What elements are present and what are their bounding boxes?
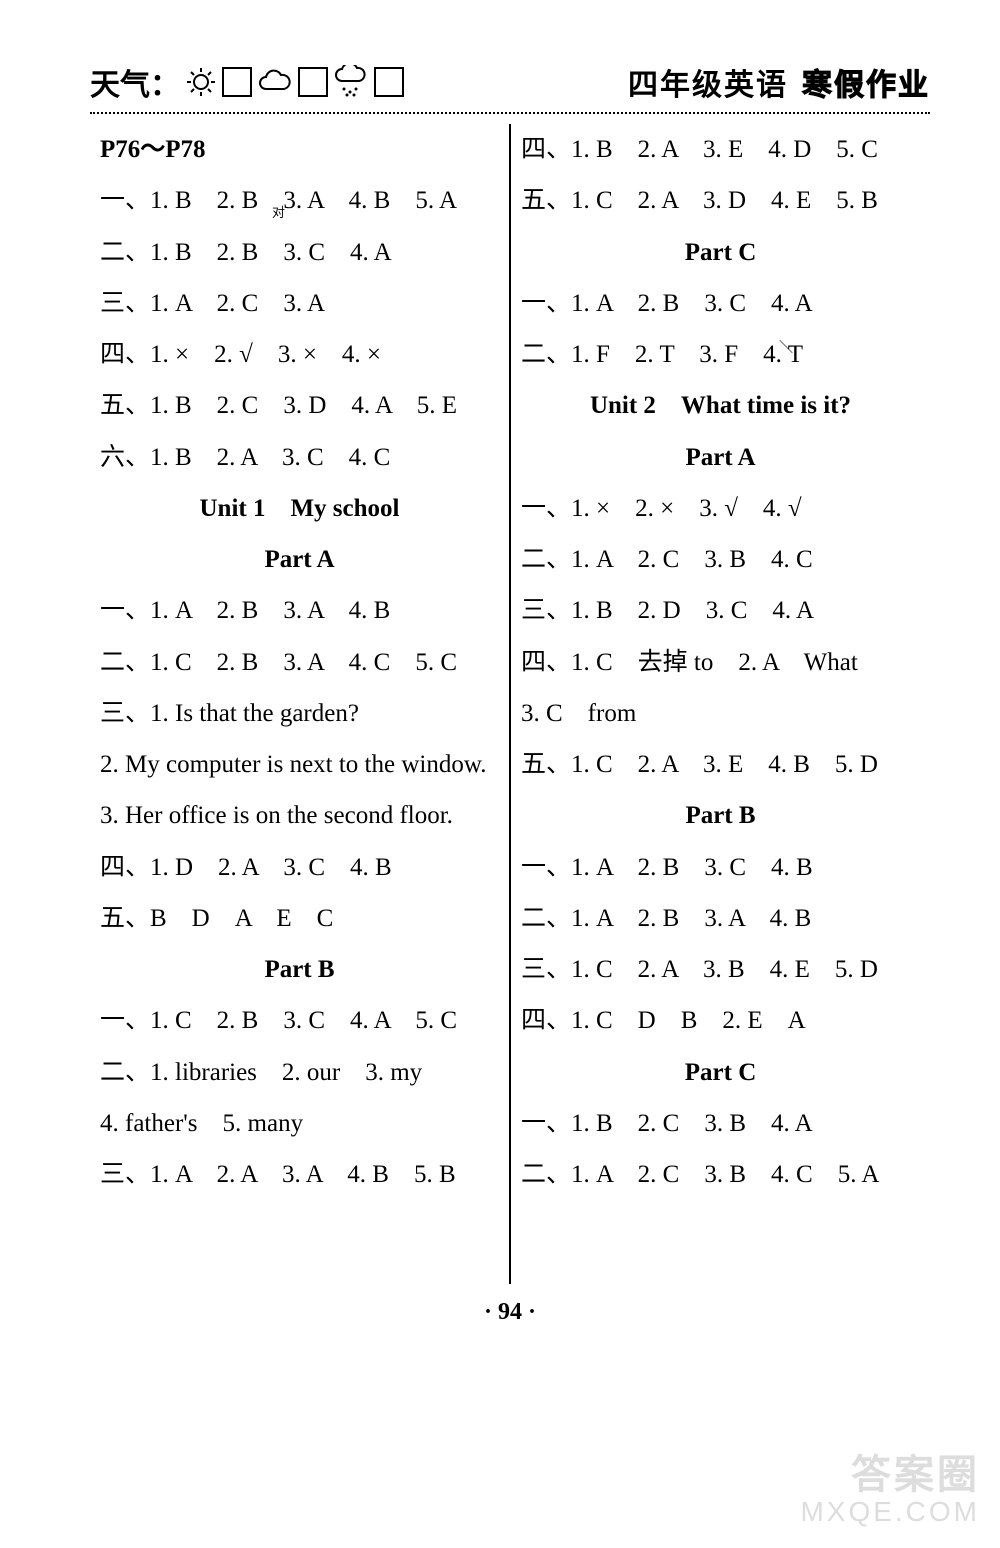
answer-line: 四、1. B 2. A 3. E 4. D 5. C [521, 124, 920, 175]
annotation-slash: ＼ [779, 335, 793, 364]
answer-line: 4. father's 5. many [100, 1098, 499, 1149]
part-heading: Part B [100, 944, 499, 995]
answer-line: 二、1. A 2. C 3. B 4. C 5. A [521, 1149, 920, 1200]
weather-row: 天气： [90, 60, 404, 104]
answer-line: 2. My computer is next to the window. [100, 739, 499, 790]
answer-line: 五、1. C 2. A 3. D 4. E 5. B [521, 175, 920, 226]
part-heading: Part A [100, 534, 499, 585]
answer-line: 一、1. C 2. B 3. C 4. A 5. C [100, 995, 499, 1046]
watermark-english: MXQE.COM [800, 1497, 980, 1528]
answer-line: 一、1. B 2. C 3. B 4. A [521, 1098, 920, 1149]
answer-line: 3. C from [521, 688, 920, 739]
answer-line: 一、1. A 2. B 3. C 4. B [521, 842, 920, 893]
answer-line: 四、1. D 2. A 3. C 4. B [100, 842, 499, 893]
answer-line: 四、1. × 2. √ 3. × 4. × [100, 329, 499, 380]
part-heading: Part B [521, 790, 920, 841]
header-divider [90, 112, 930, 114]
snow-icon [334, 65, 368, 99]
snow-checkbox[interactable] [374, 67, 404, 97]
answer-line: 一、1. A 2. B 3. A 4. B [100, 585, 499, 636]
answer-line: 一、1. B 2. B 3. A 4. B 5. A [100, 175, 499, 226]
cloud-icon [258, 67, 292, 97]
answer-line: 三、1. B 2. D 3. C 4. A [521, 585, 920, 636]
content-columns: P76～P78 一、1. B 2. B 3. A 4. B 5. A 对 二、1… [90, 124, 930, 1284]
annotation-note: 对 [272, 211, 285, 215]
answer-line: 五、1. B 2. C 3. D 4. A 5. E [100, 380, 499, 431]
page: 天气： 四年级英语 寒假作业 [0, 0, 1000, 1548]
answer-line: 六、1. B 2. A 3. C 4. C [100, 432, 499, 483]
answer-line: 二、1. C 2. B 3. A 4. C 5. C [100, 637, 499, 688]
book-title-badge: 寒假作业 [802, 60, 930, 104]
weather-label: 天气： [90, 60, 180, 104]
answer-line: 三、1. A 2. C 3. A [100, 278, 499, 329]
part-heading: Part C [521, 1047, 920, 1098]
answer-text: 二、1. F 2. T 3. F 4. T [521, 341, 803, 368]
left-column: P76～P78 一、1. B 2. B 3. A 4. B 5. A 对 二、1… [90, 124, 509, 1284]
answer-line: 一、1. A 2. B 3. C 4. A [521, 278, 920, 329]
sun-icon [186, 67, 216, 97]
unit-heading: Unit 2 What time is it? [521, 380, 920, 431]
watermark: 答案圈 MXQE.COM [800, 1453, 980, 1528]
answer-line: 三、1. C 2. A 3. B 4. E 5. D [521, 944, 920, 995]
grade-label: 四年级英语 [628, 60, 788, 104]
unit-heading: Unit 1 My school [100, 483, 499, 534]
right-column: 四、1. B 2. A 3. E 4. D 5. C 五、1. C 2. A 3… [511, 124, 930, 1284]
watermark-chinese: 答案圈 [800, 1453, 980, 1497]
page-number: · 94 · [90, 1299, 930, 1326]
answer-line: 二、1. libraries 2. our 3. my [100, 1047, 499, 1098]
answer-line: 四、1. C D B 2. E A [521, 995, 920, 1046]
page-range: P76～P78 [100, 124, 499, 175]
answer-line: 三、1. Is that the garden? [100, 688, 499, 739]
answer-line: 二、1. A 2. C 3. B 4. C [521, 534, 920, 585]
answer-line: 四、1. C 去掉 to 2. A What [521, 637, 920, 688]
part-heading: Part A [521, 432, 920, 483]
answer-line: 3. Her office is on the second floor. [100, 790, 499, 841]
sun-checkbox[interactable] [222, 67, 252, 97]
title-right: 四年级英语 寒假作业 [628, 60, 930, 104]
answer-line: 一、1. × 2. × 3. √ 4. √ [521, 483, 920, 534]
answer-line: 二、1. A 2. B 3. A 4. B [521, 893, 920, 944]
answer-line: 三、1. A 2. A 3. A 4. B 5. B [100, 1149, 499, 1200]
answer-line: 二、1. B 2. B 3. C 4. A [100, 227, 499, 278]
cloud-checkbox[interactable] [298, 67, 328, 97]
part-heading: Part C [521, 227, 920, 278]
answer-line: 五、1. C 2. A 3. E 4. B 5. D [521, 739, 920, 790]
answer-line: 二、1. F 2. T 3. F 4. T ＼ [521, 329, 920, 380]
answer-line: 五、B D A E C [100, 893, 499, 944]
page-header: 天气： 四年级英语 寒假作业 [90, 60, 930, 104]
